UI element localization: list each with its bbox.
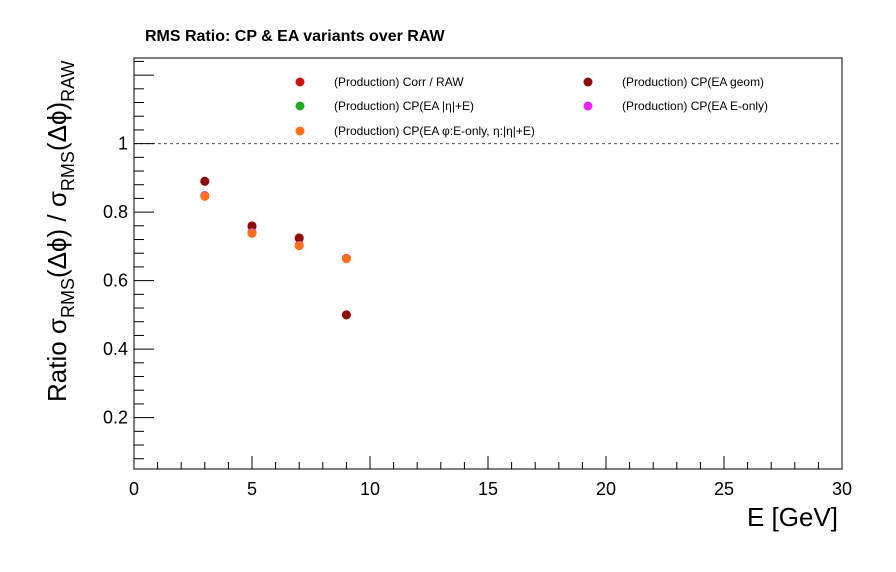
y-axis-raw-sub: RAW [58, 60, 78, 101]
legend: (Production) Corr / RAW (Production) CP(E… [295, 75, 768, 138]
legend-marker [583, 101, 593, 111]
data-point [247, 228, 257, 238]
y-tick-label: 1 [118, 134, 128, 154]
data-points [200, 176, 351, 320]
x-axis-title: E [GeV] [747, 502, 838, 532]
y-axis-rms-sub-2: RMS [58, 151, 78, 191]
data-point [200, 176, 210, 186]
y-axis-title: Ratio σRMS(Δϕ) / σRMS(Δϕ)RAW [42, 60, 78, 402]
legend-label: (Production) Corr / RAW [334, 75, 464, 89]
legend-marker [295, 77, 305, 87]
y-tick-label: 0.2 [103, 408, 128, 428]
y-axis-arg-2: (Δϕ) [42, 102, 72, 151]
legend-marker [583, 77, 593, 87]
x-tick-label: 30 [832, 479, 852, 499]
data-point [200, 191, 210, 201]
x-tick-label: 0 [129, 479, 139, 499]
data-point [341, 254, 351, 264]
x-tick-label: 5 [247, 479, 257, 499]
x-tick-label: 20 [596, 479, 616, 499]
y-axis-arg-1: (Δϕ) / [42, 207, 72, 278]
plot-frame [133, 57, 843, 470]
legend-marker [295, 101, 305, 111]
legend-label: (Production) CP(EA geom) [622, 75, 764, 89]
y-axis-prefix: Ratio [42, 334, 72, 402]
y-tick-label: 0.6 [103, 271, 128, 291]
y-axis-sigma-1: σ [42, 318, 72, 334]
y-axis-sigma-2: σ [42, 191, 72, 207]
legend-label: (Production) CP(EA |η|+E) [334, 99, 474, 113]
legend-label: (Production) CP(EA E-only) [622, 99, 768, 113]
y-tick-label: 0.4 [103, 339, 128, 359]
chart-title: RMS Ratio: CP & EA variants over RAW [145, 28, 446, 45]
y-axis-rms-sub-1: RMS [58, 278, 78, 318]
data-point [294, 233, 304, 243]
x-tick-label: 25 [714, 479, 734, 499]
data-point [341, 310, 351, 320]
axis-ticks [133, 60, 843, 469]
data-point [247, 222, 257, 232]
legend-label: (Production) CP(EA φ:E-only, η:|η|+E) [334, 124, 535, 138]
data-point [294, 241, 304, 251]
legend-marker [295, 126, 305, 136]
y-tick-label: 0.8 [103, 202, 128, 222]
x-tick-label: 15 [478, 479, 498, 499]
x-tick-labels: 0 5 10 15 20 25 30 [129, 479, 852, 499]
y-tick-labels: 0.2 0.4 0.6 0.8 1 [103, 134, 128, 428]
x-tick-label: 10 [360, 479, 380, 499]
